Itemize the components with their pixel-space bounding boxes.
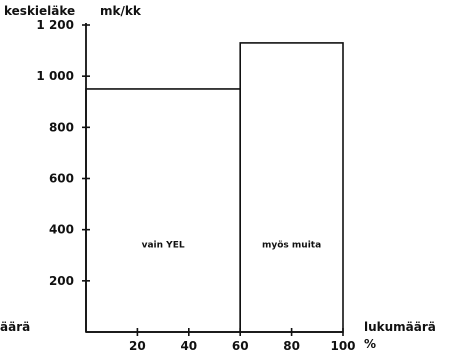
y-tick-label-4: 1 000 [36, 69, 74, 83]
x-tick-label-3: 80 [283, 339, 300, 353]
bar-label-0: vain YEL [142, 241, 185, 251]
y-axis-unit: mk/kk [100, 4, 142, 18]
y-tick-label-3: 800 [49, 120, 74, 134]
y-tick-label-0: 200 [49, 274, 74, 288]
x-tick-label-2: 60 [232, 339, 249, 353]
x-tick-label-0: 20 [129, 339, 146, 353]
y-tick-label-1: 400 [49, 223, 74, 237]
y-axis-title: keskieläke [4, 4, 75, 18]
bar-1 [239, 42, 344, 333]
y-tick-label-2: 600 [49, 172, 74, 186]
bars-layer [85, 42, 344, 333]
x-tick-label-1: 40 [180, 339, 197, 353]
y-tick-label-5: 1 200 [36, 18, 74, 32]
bar-0 [85, 88, 241, 333]
x-axis-title-left: äärä [0, 320, 30, 334]
labels-layer: keskieläke mk/kk äärä lukumäärä % vain Y… [0, 4, 436, 353]
x-tick-label-4: 100 [330, 339, 355, 353]
x-axis-title: lukumäärä [364, 320, 436, 334]
axes-layer [82, 23, 344, 336]
bar-label-1: myös muita [262, 241, 321, 251]
x-axis-unit-symbol: % [364, 337, 376, 351]
